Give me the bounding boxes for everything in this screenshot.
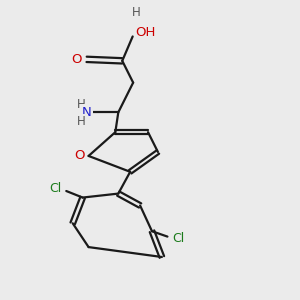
- Text: H: H: [77, 116, 86, 128]
- Text: Cl: Cl: [49, 182, 61, 195]
- Text: O: O: [71, 53, 81, 66]
- Text: H: H: [77, 98, 86, 110]
- Text: N: N: [82, 106, 92, 119]
- Text: O: O: [74, 149, 84, 162]
- Text: OH: OH: [135, 26, 155, 38]
- Text: H: H: [132, 6, 141, 19]
- Text: Cl: Cl: [172, 232, 185, 244]
